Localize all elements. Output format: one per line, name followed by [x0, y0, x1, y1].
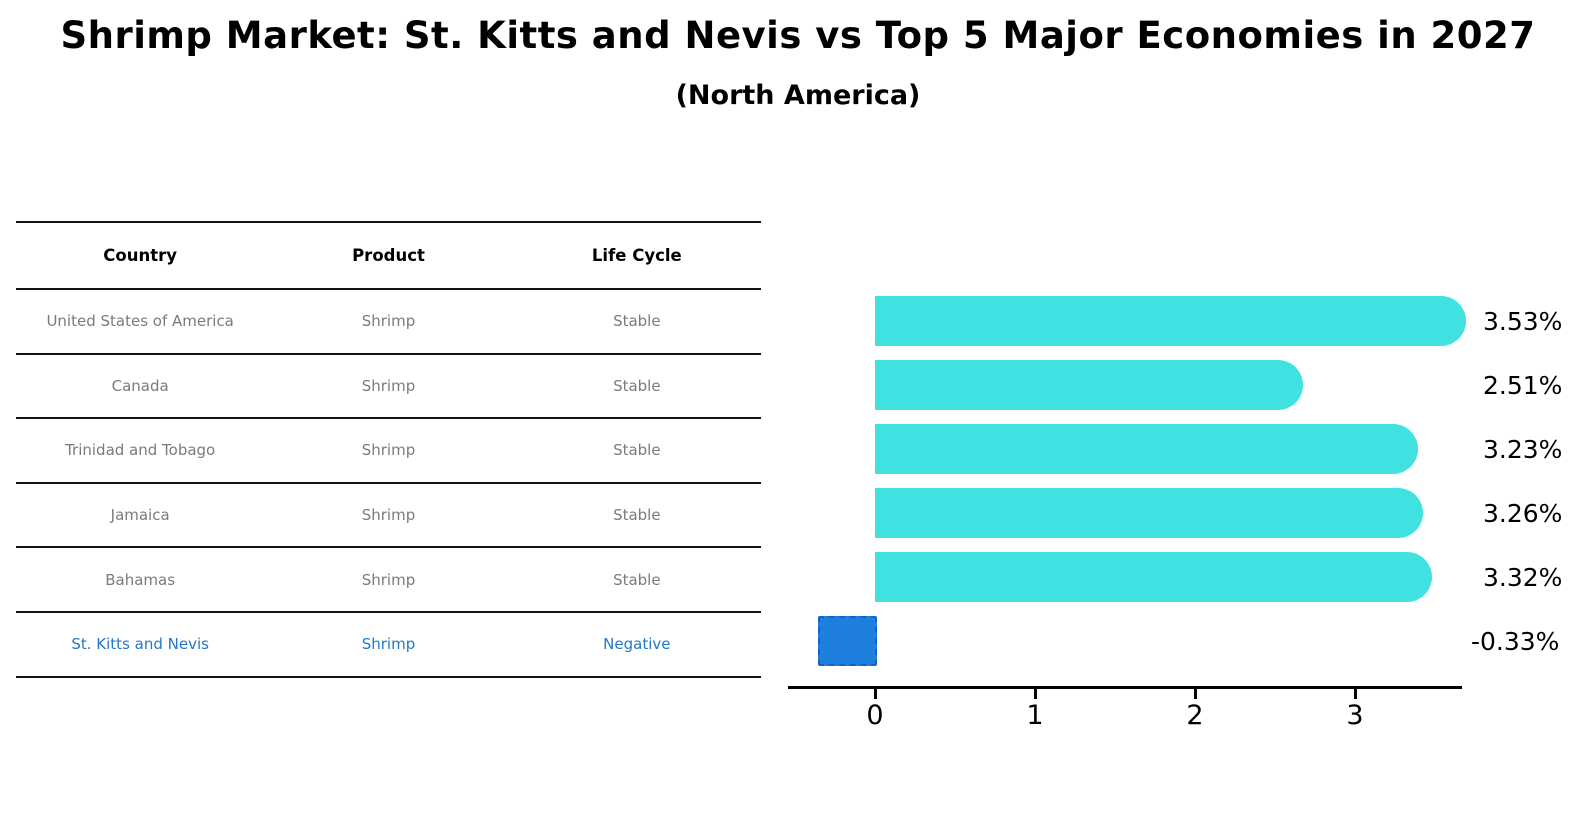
growth-bar-chart: 3.53% 2.51% 3.23% 3.26% 3.32% -0.33% 0 1 2 3 [788, 280, 1596, 780]
table-cell-product: Shrimp [361, 506, 416, 525]
page-title: Shrimp Market: St. Kitts and Nevis vs To… [60, 14, 1536, 57]
bar-value-label: 3.23% [1483, 434, 1563, 464]
x-axis-tick-label: 0 [866, 700, 884, 731]
page-subtitle: (North America) [675, 80, 921, 111]
table-cell-life-cycle: Stable [613, 312, 661, 331]
table-body: United States of America Shrimp Stable Cana… [16, 290, 761, 678]
table-cell-life-cycle: Stable [613, 376, 661, 395]
table-column-header: Country [103, 246, 178, 265]
bar-value-label: 3.53% [1483, 306, 1563, 336]
table-cell-product: Shrimp [361, 635, 416, 654]
table-cell-life-cycle: Stable [613, 570, 661, 589]
table-column-header: Product [352, 246, 425, 265]
x-axis-tick-mark [1194, 689, 1197, 699]
table-cell-country: United States of America [46, 312, 234, 331]
table-cell-country: Trinidad and Tobago [65, 441, 216, 460]
x-axis-tick-mark [1354, 689, 1357, 699]
table-cell-life-cycle: Negative [603, 635, 671, 654]
bar-value-label: 3.26% [1483, 498, 1563, 528]
table-cell-product: Shrimp [361, 441, 416, 460]
bar [875, 552, 1433, 602]
table-cell-country: Bahamas [105, 570, 176, 589]
table-cell-product: Shrimp [361, 570, 416, 589]
table-column-header: Life Cycle [591, 246, 682, 265]
x-axis-tick-label: 1 [1026, 700, 1044, 731]
table-cell-product: Shrimp [361, 312, 416, 331]
bar [875, 488, 1423, 538]
table-row: Trinidad and Tobago Shrimp Stable [16, 419, 761, 484]
table-cell-life-cycle: Stable [613, 506, 661, 525]
bar [875, 424, 1418, 474]
bar [875, 296, 1466, 346]
x-axis-tick-mark [1034, 689, 1037, 699]
table-row: Jamaica Shrimp Stable [16, 484, 761, 549]
table-cell-country: Jamaica [110, 506, 170, 525]
table-row: Bahamas Shrimp Stable [16, 548, 761, 613]
bar-value-label: -0.33% [1471, 626, 1560, 656]
table-row: United States of America Shrimp Stable [16, 290, 761, 355]
country-product-table: Country Product Life Cycle United States o… [16, 221, 761, 678]
bar-value-label: 3.32% [1483, 562, 1563, 592]
bar-negative [818, 616, 877, 666]
x-axis-tick-mark [874, 689, 877, 699]
x-axis-line [788, 686, 1462, 689]
table-row: St. Kitts and Nevis Shrimp Negative [16, 613, 761, 678]
table-header-row: Country Product Life Cycle [16, 223, 761, 290]
table-row: Canada Shrimp Stable [16, 355, 761, 420]
table-cell-country: Canada [111, 376, 169, 395]
x-axis-tick-label: 2 [1186, 700, 1204, 731]
table-cell-country: St. Kitts and Nevis [71, 635, 209, 654]
bar-value-label: 2.51% [1483, 370, 1563, 400]
table-cell-product: Shrimp [361, 376, 416, 395]
x-axis-tick-label: 3 [1346, 700, 1364, 731]
table-cell-life-cycle: Stable [613, 441, 661, 460]
bar [875, 360, 1303, 410]
